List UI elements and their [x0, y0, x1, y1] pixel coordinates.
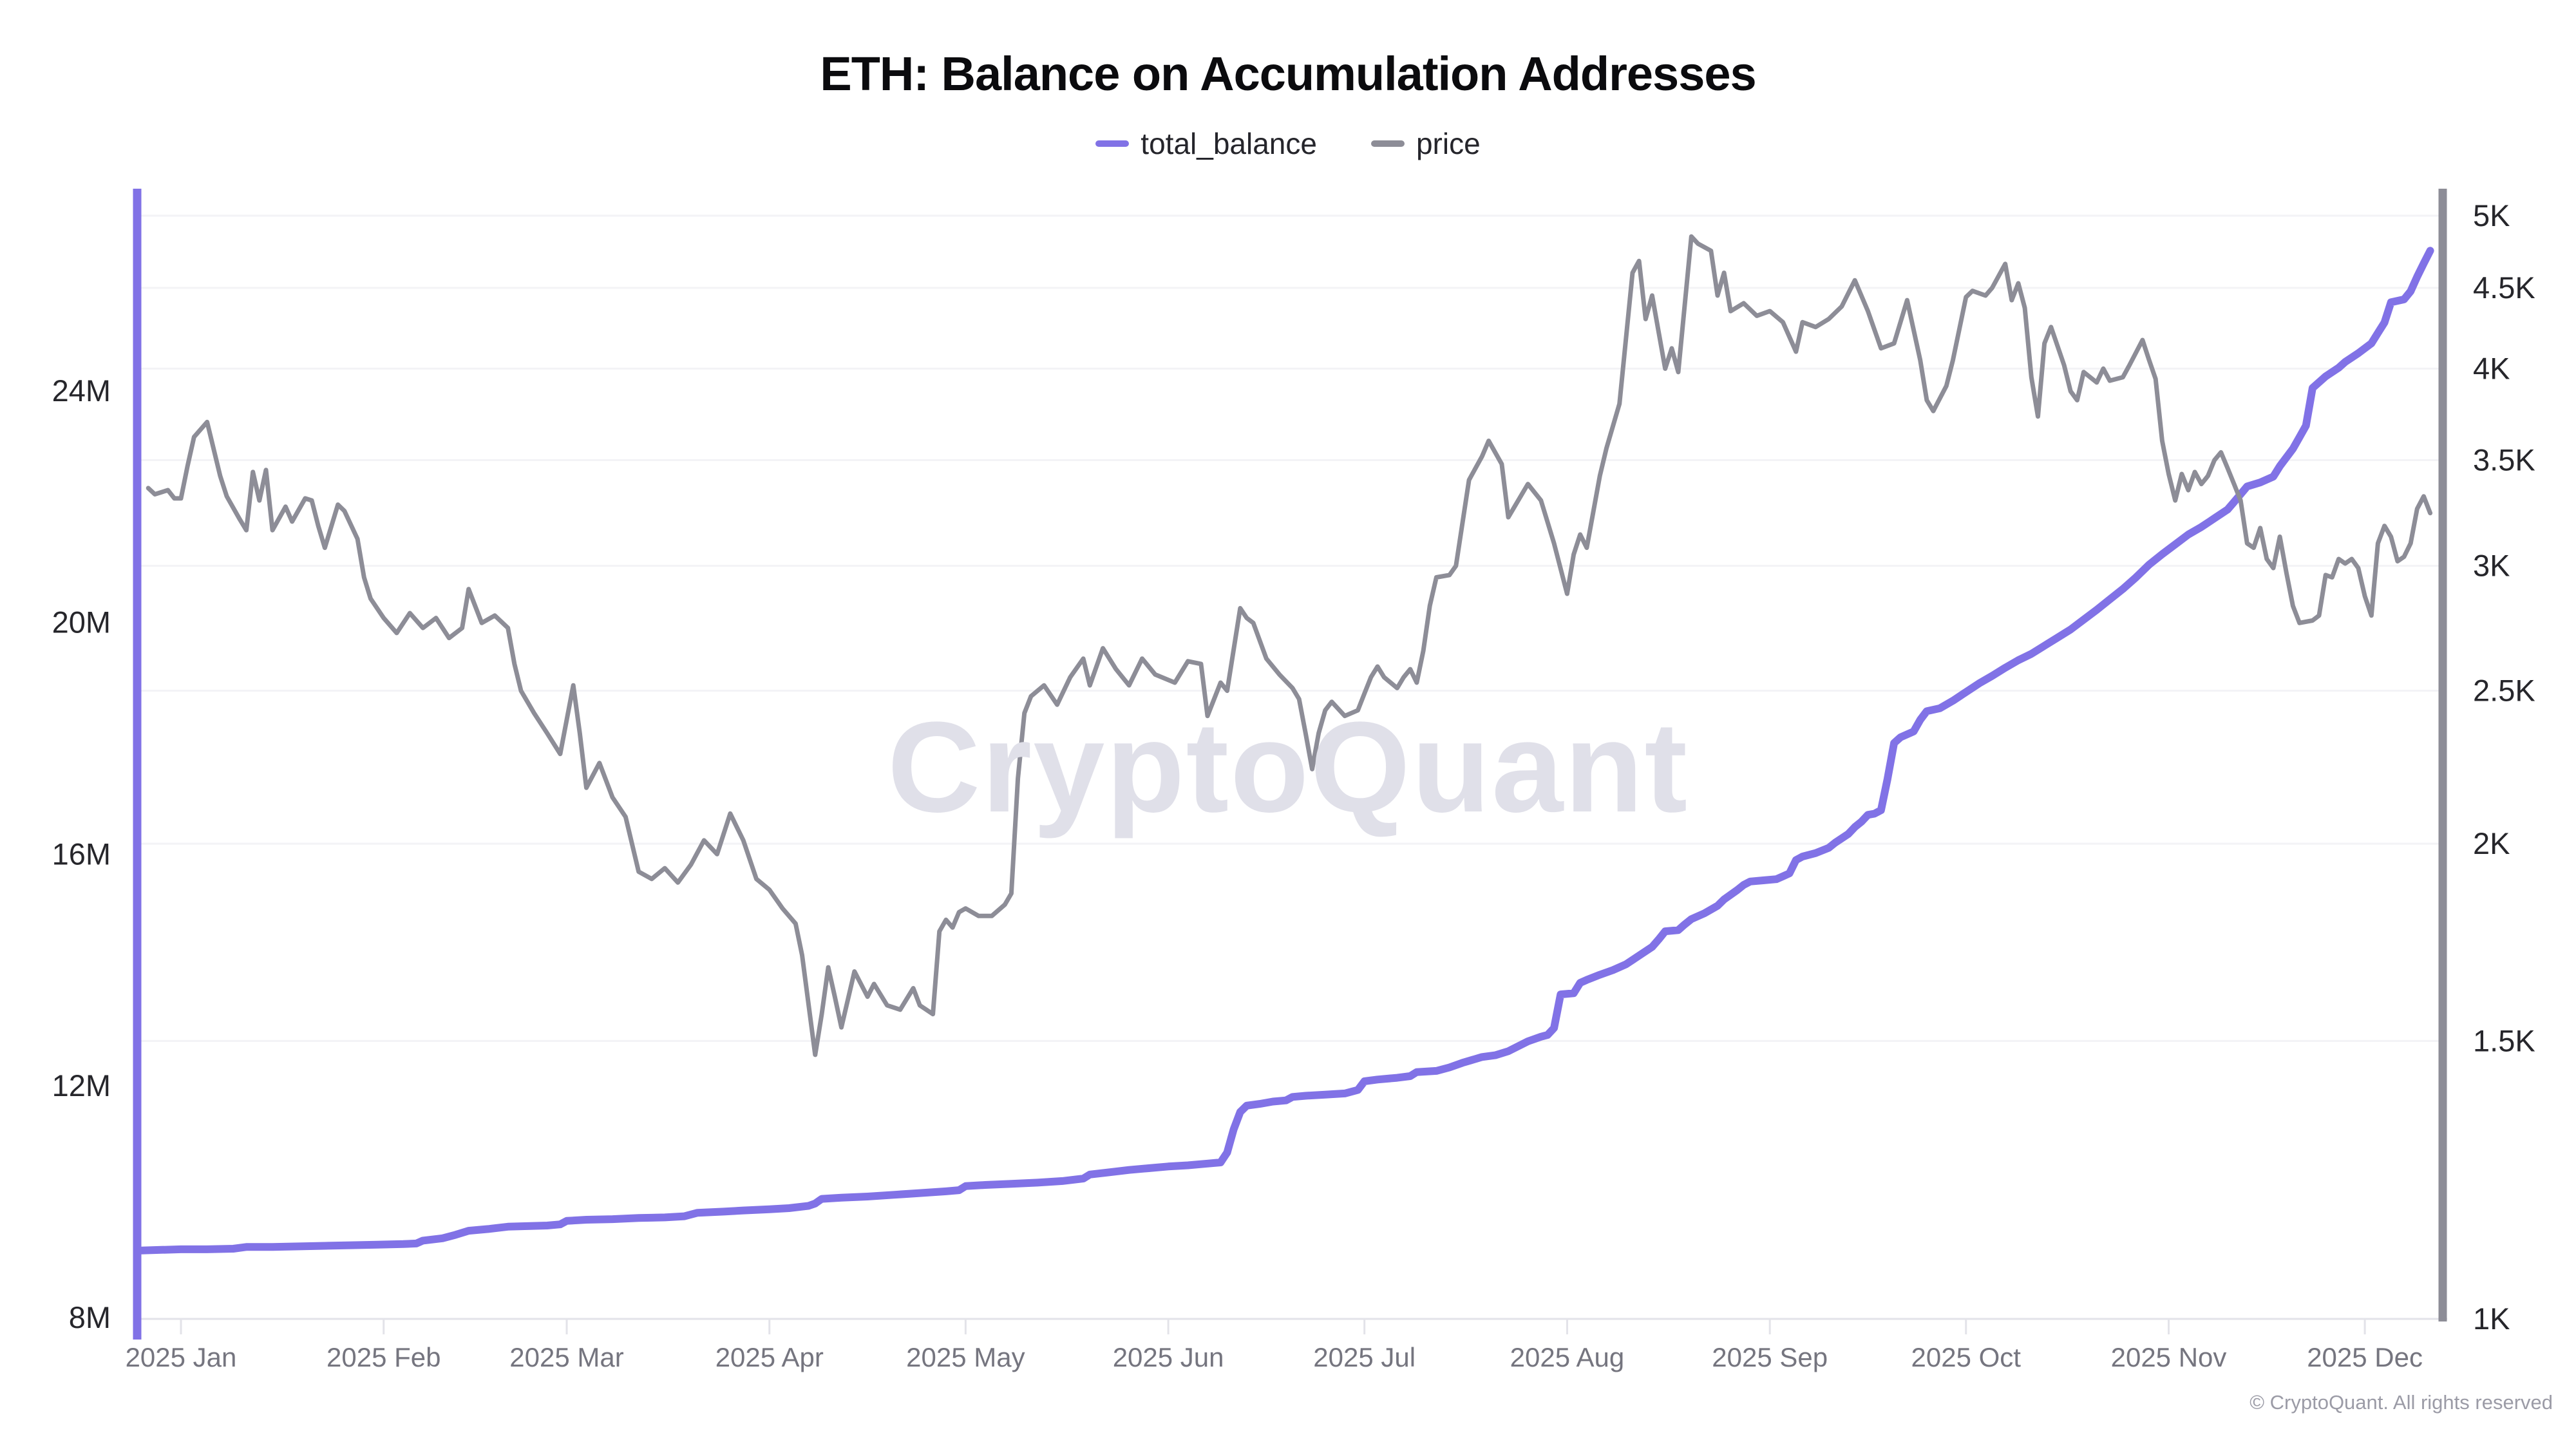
x-tick-label: 2025 Mar — [509, 1342, 623, 1372]
legend: total_balance price — [0, 126, 2576, 161]
right-axis-label: 3.5K — [2473, 442, 2535, 477]
left-axis-label: 12M — [52, 1068, 111, 1103]
legend-label-total-balance: total_balance — [1141, 127, 1317, 160]
right-axis-label: 5K — [2473, 198, 2510, 232]
series-line-price[interactable] — [146, 234, 2433, 1057]
copyright-text: © CryptoQuant. All rights reserved — [2249, 1391, 2553, 1414]
x-tick-label: 2025 Dec — [2307, 1342, 2423, 1372]
x-tick-label: 2025 Oct — [1911, 1342, 2022, 1372]
legend-item-price[interactable]: price — [1370, 126, 1481, 161]
left-axis-label: 24M — [52, 374, 111, 408]
x-tick-label: 2025 Jul — [1313, 1342, 1416, 1372]
x-tick-label: 2025 May — [906, 1342, 1025, 1372]
chart-title: ETH: Balance on Accumulation Addresses — [820, 47, 1756, 100]
series-line-total_balance[interactable] — [138, 247, 2434, 1255]
x-tick-label: 2025 Apr — [715, 1342, 824, 1372]
x-tick-label: 2025 Sep — [1712, 1342, 1828, 1372]
x-tick-label: 2025 Jun — [1113, 1342, 1224, 1372]
legend-item-total-balance[interactable]: total_balance — [1095, 126, 1317, 161]
right-axis-label: 1K — [2473, 1302, 2510, 1336]
x-tick-label: 2025 Aug — [1510, 1342, 1625, 1372]
right-axis-label: 2.5K — [2473, 674, 2535, 708]
left-axis-label: 16M — [52, 837, 111, 871]
right-axis-label: 2K — [2473, 826, 2510, 860]
right-axis-label: 4.5K — [2473, 270, 2535, 305]
x-tick-label: 2025 Nov — [2111, 1342, 2227, 1372]
left-axis-label: 8M — [69, 1300, 111, 1334]
right-axis-label: 1.5K — [2473, 1023, 2535, 1057]
right-axis-label: 4K — [2473, 351, 2510, 385]
right-axis-label: 3K — [2473, 549, 2510, 583]
total-balance-swatch-icon — [1095, 140, 1130, 147]
x-tick-label: 2025 Feb — [327, 1342, 440, 1372]
legend-label-price: price — [1416, 127, 1481, 160]
left-axis-label: 20M — [52, 605, 111, 639]
x-tick-label: 2025 Jan — [126, 1342, 237, 1372]
price-swatch-icon — [1370, 140, 1405, 147]
